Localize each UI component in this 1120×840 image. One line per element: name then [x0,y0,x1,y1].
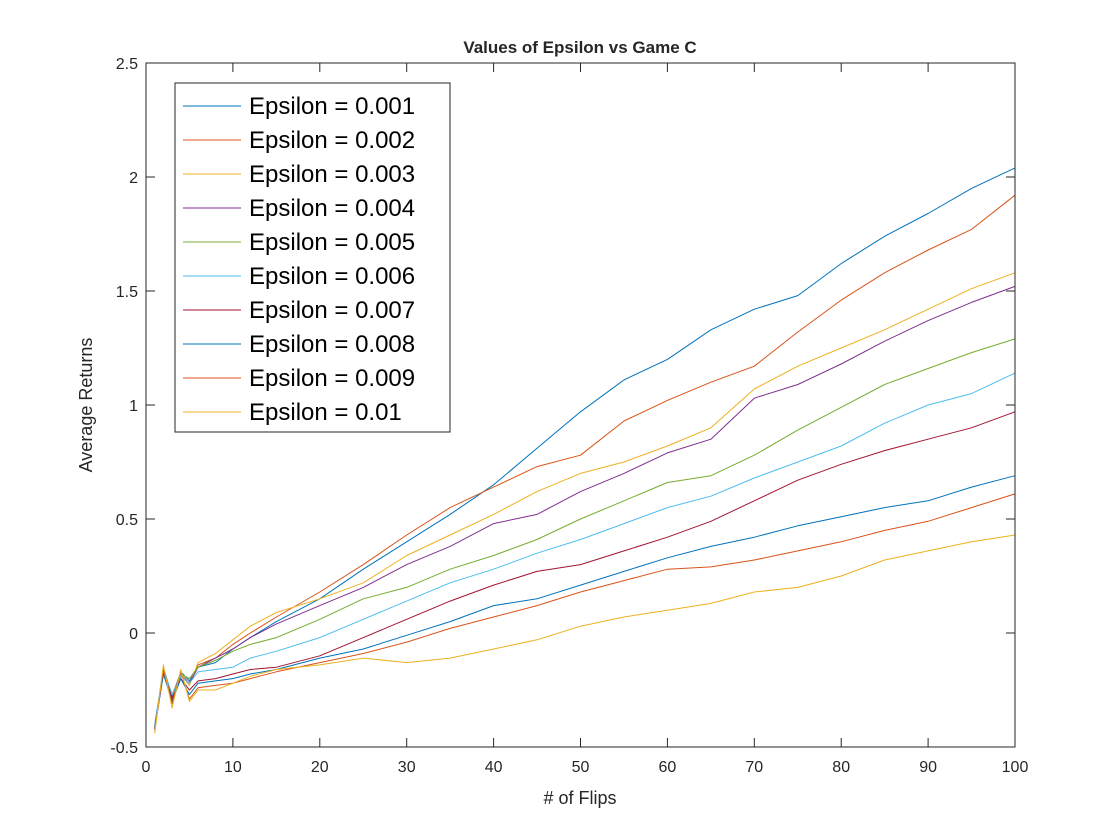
y-tick-label: 0 [129,626,138,643]
legend: Epsilon = 0.001 Epsilon = 0.002 Epsilon = … [174,82,451,433]
chart-title: Values of Epsilon vs Game C [463,38,696,57]
x-tick-label: 30 [398,759,416,776]
y-tick-label: 1 [129,398,138,415]
legend-item: Epsilon = 0.006 [183,263,415,290]
legend-label: Epsilon = 0.004 [249,195,415,222]
x-tick-label: 80 [832,759,850,776]
series-layer [154,167,1016,734]
series-line-8 [154,475,1016,729]
legend-item: Epsilon = 0.007 [183,297,415,324]
y-tick-label: 2.5 [116,56,138,73]
y-tick-label: 2 [129,170,138,187]
legend-items: Epsilon = 0.001 Epsilon = 0.002 Epsilon = … [183,93,415,426]
x-tick-label: 50 [572,759,590,776]
y-tick-label: -0.5 [110,740,138,757]
x-tick-label: 40 [485,759,503,776]
y-ticks: -0.5 0 0.5 1 1.5 2 2.5 [110,56,1015,757]
series-line-9 [154,493,1016,732]
legend-label: Epsilon = 0.001 [249,93,415,120]
x-axis-label: # of Flips [543,788,616,808]
legend-item: Epsilon = 0.008 [183,331,415,358]
x-tick-label: 20 [311,759,329,776]
y-tick-label: 0.5 [116,512,138,529]
legend-item: Epsilon = 0.003 [183,161,415,188]
legend-item: Epsilon = 0.01 [183,399,402,426]
y-axis-label: Average Returns [76,338,96,473]
legend-label: Epsilon = 0.007 [249,297,415,324]
legend-label: Epsilon = 0.008 [249,331,415,358]
series-line-7 [154,411,1016,729]
series-line-5 [154,338,1016,727]
series-line-6 [154,372,1016,725]
legend-label: Epsilon = 0.006 [249,263,415,290]
legend-label: Epsilon = 0.01 [249,399,402,426]
legend-item: Epsilon = 0.004 [183,195,415,222]
legend-item: Epsilon = 0.001 [183,93,415,120]
series-line-4 [154,285,1016,729]
series-line-10 [154,534,1016,734]
legend-item: Epsilon = 0.009 [183,365,415,392]
legend-item: Epsilon = 0.002 [183,127,415,154]
legend-label: Epsilon = 0.003 [249,161,415,188]
x-ticks: 0 10 20 30 40 50 60 70 80 90 100 [142,63,1029,776]
x-tick-label: 60 [659,759,677,776]
x-tick-label: 70 [745,759,763,776]
x-tick-label: 100 [1002,759,1029,776]
legend-label: Epsilon = 0.002 [249,127,415,154]
legend-label: Epsilon = 0.009 [249,365,415,392]
x-tick-label: 0 [142,759,151,776]
x-tick-label: 10 [224,759,242,776]
x-tick-label: 90 [919,759,937,776]
legend-label: Epsilon = 0.005 [249,229,415,256]
legend-box [174,82,451,433]
legend-item: Epsilon = 0.005 [183,229,415,256]
y-tick-label: 1.5 [116,284,138,301]
